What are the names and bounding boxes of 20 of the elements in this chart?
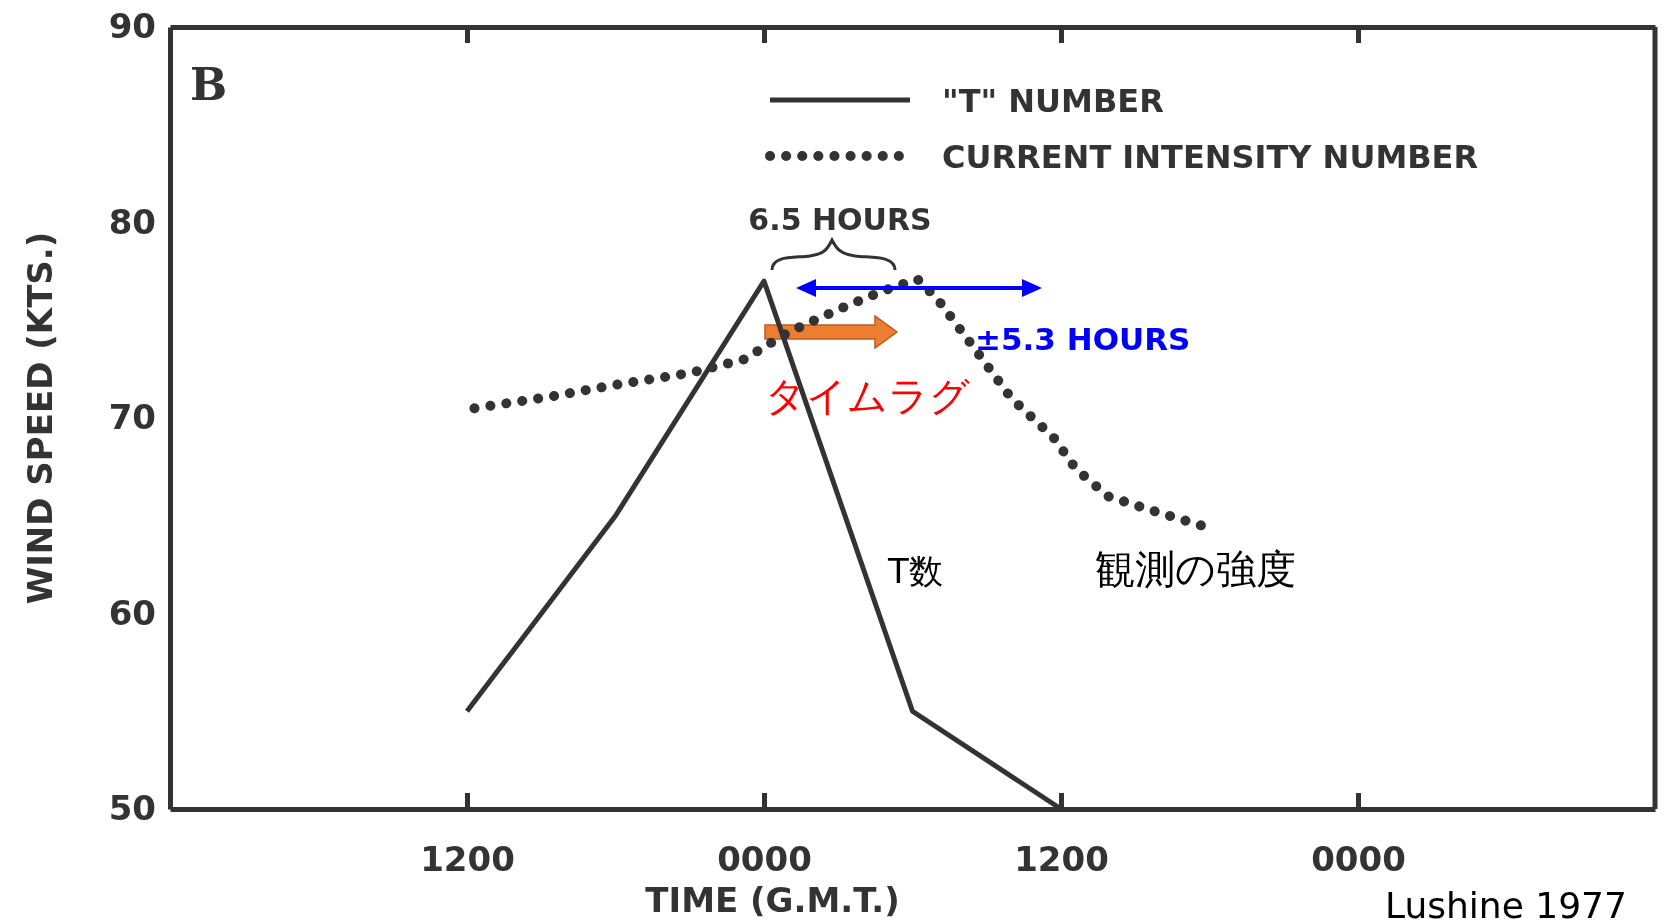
- x-tick-label: 1200: [1014, 839, 1109, 880]
- annotation: タイムラグ: [765, 373, 970, 419]
- y-tick-label: 50: [108, 788, 156, 829]
- annotation: B: [190, 59, 228, 110]
- annotation: T数: [887, 551, 943, 591]
- text: Lushine 1977: [1385, 885, 1627, 920]
- y-tick-label: 60: [108, 592, 156, 633]
- legend-label: "T" NUMBER: [942, 82, 1164, 120]
- y-tick-label: 80: [108, 201, 156, 242]
- annotation: 観測の強度: [1095, 546, 1296, 592]
- y-tick-label: 90: [108, 6, 156, 47]
- x-tick-label: 1200: [420, 839, 515, 880]
- annotation: 6.5 HOURS: [748, 202, 932, 237]
- x-axis-title: TIME (G.M.T.): [645, 880, 900, 920]
- annotation: ±5.3 HOURS: [975, 321, 1191, 357]
- x-tick-label: 0000: [717, 839, 812, 880]
- y-tick-label: 70: [108, 397, 156, 438]
- y-axis-title: WIND SPEED (KTS.): [20, 231, 60, 605]
- x-tick-label: 0000: [1311, 839, 1406, 880]
- legend-label: CURRENT INTENSITY NUMBER: [942, 138, 1479, 176]
